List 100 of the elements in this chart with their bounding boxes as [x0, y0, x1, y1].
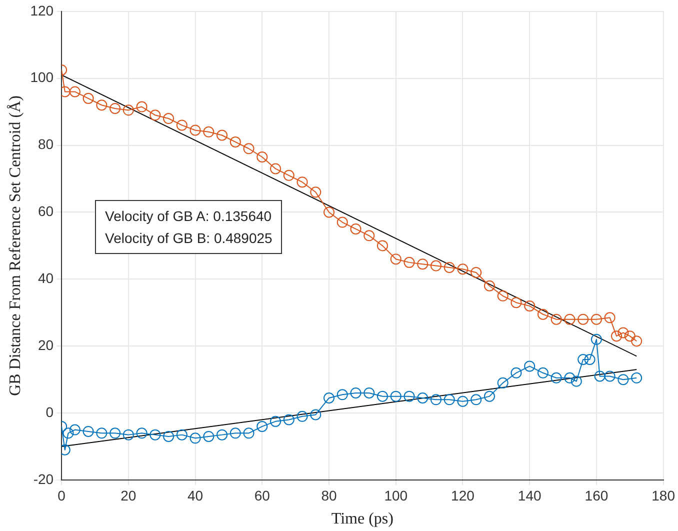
point — [69, 86, 80, 98]
point — [230, 428, 241, 439]
point — [390, 390, 402, 402]
y-tick-label: 120 — [30, 2, 54, 18]
point — [350, 387, 362, 398]
point — [404, 256, 415, 268]
point — [390, 254, 402, 265]
point — [564, 372, 576, 384]
point — [470, 394, 482, 406]
point — [578, 314, 589, 325]
point — [256, 420, 268, 432]
annotation: Velocity of GB A: 0.135640 — [105, 207, 272, 226]
point — [584, 354, 596, 366]
point — [604, 370, 616, 382]
point — [578, 354, 589, 366]
y-tick-label: 60 — [38, 203, 54, 220]
point — [537, 367, 548, 378]
point — [594, 370, 606, 382]
point — [484, 280, 495, 292]
x-tick-label: 0 — [58, 487, 66, 504]
point — [404, 390, 415, 402]
point — [430, 260, 442, 272]
y-axis-title: GB Distance From Reference Set Centroid (Å) — [6, 96, 24, 396]
point — [176, 429, 188, 440]
point — [296, 410, 308, 422]
point — [82, 426, 94, 437]
x-tick-label: 120 — [451, 487, 475, 504]
x-tick-label: 100 — [384, 487, 408, 504]
point — [444, 262, 455, 273]
point — [310, 409, 322, 420]
point — [550, 314, 562, 325]
point — [417, 392, 428, 404]
point — [604, 312, 616, 324]
point — [497, 377, 508, 388]
point — [524, 360, 536, 372]
point — [510, 367, 522, 378]
point — [364, 387, 375, 398]
point — [270, 163, 282, 174]
y-tick-label: -20 — [33, 470, 54, 487]
point — [283, 414, 294, 426]
point — [570, 376, 582, 387]
point — [150, 429, 161, 440]
point — [203, 126, 214, 138]
point — [624, 330, 636, 342]
point — [364, 230, 375, 242]
point — [163, 430, 174, 442]
point — [377, 240, 388, 252]
point — [69, 424, 80, 436]
point — [62, 428, 74, 439]
point — [96, 428, 108, 439]
y-tick-label: 100 — [30, 69, 54, 86]
point — [417, 258, 428, 270]
point — [510, 297, 522, 308]
point — [216, 429, 228, 440]
annotation: Velocity of GB B: 0.489025 — [105, 229, 272, 248]
x-tick-label: 60 — [254, 487, 270, 504]
point — [444, 394, 455, 406]
point — [190, 124, 201, 136]
point — [537, 308, 548, 320]
x-tick-label: 180 — [652, 487, 676, 504]
point — [564, 314, 576, 325]
point — [618, 327, 629, 338]
point — [136, 428, 148, 439]
point — [350, 223, 362, 234]
point — [216, 130, 228, 141]
point — [611, 330, 622, 342]
point — [243, 143, 254, 154]
point — [296, 176, 308, 188]
point — [336, 389, 348, 400]
point — [631, 372, 642, 384]
point — [590, 314, 602, 325]
point — [324, 392, 335, 404]
point — [336, 216, 348, 228]
point — [82, 92, 94, 104]
point — [96, 100, 108, 111]
point — [631, 336, 642, 347]
x-tick-label: 160 — [584, 487, 608, 504]
point — [243, 428, 254, 439]
y-tick-label: 80 — [38, 136, 54, 152]
point — [190, 432, 201, 444]
x-tick-label: 40 — [187, 487, 204, 504]
x-axis-title: Time (ps) — [331, 510, 394, 528]
point — [136, 101, 148, 112]
point — [457, 264, 468, 275]
point — [256, 152, 268, 162]
point — [203, 430, 214, 442]
point — [550, 372, 562, 384]
point — [283, 170, 294, 181]
point — [377, 390, 388, 402]
point — [470, 266, 482, 278]
point — [497, 290, 508, 302]
point — [176, 120, 188, 131]
x-tick-label: 80 — [321, 487, 338, 504]
point — [110, 102, 121, 114]
y-tick-label: 40 — [38, 270, 54, 286]
point — [324, 206, 335, 218]
point — [270, 416, 282, 427]
point — [163, 113, 174, 124]
point — [122, 429, 134, 440]
point — [150, 110, 161, 121]
